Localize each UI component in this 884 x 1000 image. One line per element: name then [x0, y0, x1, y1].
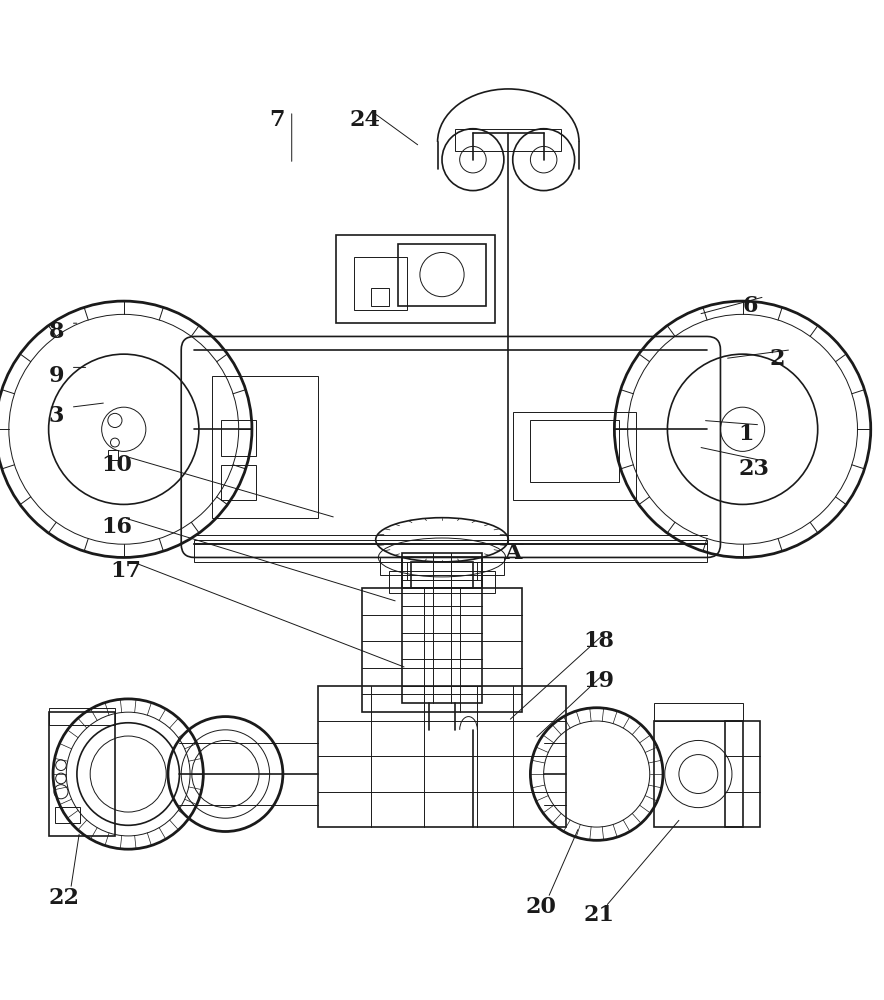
Bar: [354, 257, 407, 310]
Bar: [654, 721, 743, 827]
Bar: [362, 588, 522, 712]
Text: 7: 7: [270, 109, 286, 131]
Bar: [402, 553, 482, 703]
Bar: [530, 420, 619, 482]
Text: 2: 2: [769, 348, 785, 370]
Bar: [402, 557, 482, 588]
Text: 19: 19: [583, 670, 614, 692]
Text: 21: 21: [583, 904, 614, 926]
Text: 9: 9: [49, 365, 65, 387]
Bar: [654, 703, 743, 721]
Bar: [371, 288, 389, 306]
Text: 17: 17: [110, 560, 141, 582]
FancyBboxPatch shape: [181, 336, 720, 557]
Text: 23: 23: [738, 458, 769, 480]
Bar: [194, 540, 707, 562]
Text: 16: 16: [102, 516, 133, 538]
Text: 8: 8: [49, 321, 65, 343]
Text: 3: 3: [49, 405, 64, 427]
Bar: [513, 412, 636, 500]
Bar: [108, 450, 118, 460]
Bar: [55, 807, 80, 823]
Bar: [318, 686, 566, 827]
Text: 22: 22: [49, 887, 80, 909]
Text: 6: 6: [743, 295, 758, 317]
Bar: [407, 562, 477, 580]
Bar: [455, 129, 561, 151]
Bar: [398, 244, 486, 306]
Text: A: A: [504, 542, 522, 564]
Text: 10: 10: [102, 454, 133, 476]
Bar: [380, 557, 504, 575]
Text: 20: 20: [526, 896, 557, 918]
Bar: [221, 465, 256, 500]
Bar: [389, 571, 495, 593]
Bar: [725, 721, 760, 827]
Text: 24: 24: [349, 109, 380, 131]
Text: 1: 1: [738, 423, 754, 445]
Bar: [411, 562, 473, 588]
Bar: [212, 376, 318, 518]
Bar: [336, 235, 495, 323]
Text: 18: 18: [583, 630, 614, 652]
Bar: [221, 420, 256, 456]
Bar: [49, 712, 115, 836]
Bar: [49, 708, 115, 725]
